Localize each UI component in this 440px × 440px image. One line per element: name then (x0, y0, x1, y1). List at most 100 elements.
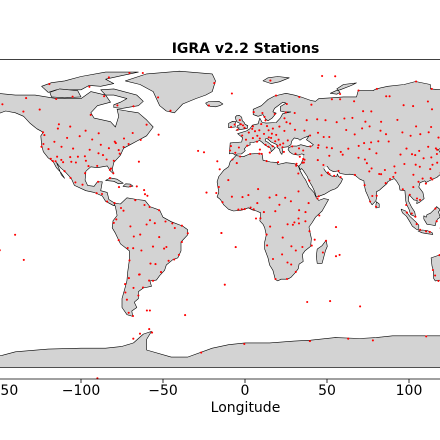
station-marker (158, 209, 161, 212)
station-marker (229, 145, 232, 148)
station-marker (275, 194, 278, 197)
station-marker (251, 125, 254, 128)
station-marker (304, 220, 307, 223)
station-marker (294, 270, 297, 273)
station-marker (429, 168, 432, 171)
station-marker (271, 257, 275, 261)
station-marker (249, 206, 252, 209)
station-marker (271, 145, 274, 148)
station-marker (118, 152, 121, 155)
station-marker (410, 153, 414, 156)
station-marker (277, 161, 280, 164)
station-marker (363, 184, 366, 187)
station-marker (271, 127, 274, 130)
station-marker (359, 305, 362, 308)
station-marker (383, 168, 386, 172)
station-marker (148, 309, 151, 312)
chart-title: IGRA v2.2 Stations (171, 41, 320, 57)
station-marker (148, 219, 152, 222)
station-marker (334, 75, 337, 78)
station-marker (363, 158, 366, 161)
station-marker (392, 175, 395, 178)
station-marker (74, 161, 77, 164)
station-marker (108, 168, 111, 172)
station-marker (430, 125, 433, 129)
station-marker (335, 121, 338, 124)
station-marker (415, 197, 419, 200)
station-marker (424, 182, 427, 185)
station-marker (285, 277, 289, 281)
station-marker (253, 130, 257, 133)
station-marker (295, 162, 298, 165)
station-marker (297, 190, 300, 193)
station-marker (112, 159, 115, 162)
station-marker (365, 162, 368, 165)
station-marker (297, 217, 300, 220)
station-marker (371, 339, 374, 342)
landmass-great-britain (234, 115, 249, 131)
station-marker (132, 105, 135, 108)
station-marker (151, 245, 155, 248)
station-marker (388, 177, 392, 181)
station-marker (153, 222, 156, 225)
landmass-arctic-islands (41, 71, 139, 93)
station-marker (293, 221, 296, 224)
station-marker (418, 165, 421, 168)
station-marker (126, 246, 129, 250)
station-marker (138, 332, 142, 335)
station-marker (169, 109, 172, 112)
station-marker (217, 185, 220, 189)
station-marker (235, 162, 238, 165)
station-marker (218, 168, 221, 171)
station-marker (22, 110, 25, 113)
station-marker (339, 176, 342, 179)
station-marker (57, 123, 60, 126)
station-marker (435, 220, 438, 223)
station-marker (62, 161, 65, 164)
station-marker (167, 259, 170, 262)
station-marker (252, 208, 255, 211)
station-marker (38, 108, 41, 111)
station-marker (294, 249, 297, 252)
landmass-java (417, 229, 434, 235)
station-marker (145, 309, 148, 312)
station-marker (276, 144, 279, 147)
station-marker (370, 167, 373, 170)
station-marker (25, 97, 28, 100)
station-marker (127, 311, 130, 314)
station-marker (129, 225, 132, 228)
station-marker (259, 217, 262, 220)
station-marker (95, 192, 98, 195)
landmass-cuba (105, 177, 124, 185)
station-marker (262, 132, 266, 135)
station-marker (337, 169, 340, 172)
station-marker (310, 244, 313, 247)
station-marker (197, 149, 200, 152)
station-marker (173, 226, 176, 230)
station-marker (122, 145, 125, 149)
station-marker (333, 174, 336, 177)
station-marker (351, 116, 354, 119)
station-marker (124, 283, 127, 286)
station-marker (418, 149, 421, 152)
station-marker (414, 154, 417, 157)
station-marker (264, 119, 267, 122)
station-marker (150, 331, 154, 334)
station-marker (256, 202, 259, 205)
station-marker (431, 163, 434, 166)
landmass-greenland (125, 70, 216, 114)
station-marker (48, 83, 51, 86)
station-marker (412, 173, 415, 176)
station-marker (409, 134, 412, 137)
station-marker (289, 200, 292, 203)
station-marker (306, 300, 309, 304)
station-marker (431, 268, 434, 272)
station-marker (66, 136, 69, 139)
station-marker (237, 208, 240, 211)
station-marker (431, 178, 434, 181)
station-marker (353, 133, 356, 136)
station-marker (113, 202, 116, 205)
station-marker (328, 154, 331, 157)
station-marker (262, 211, 265, 214)
station-marker (180, 224, 183, 227)
